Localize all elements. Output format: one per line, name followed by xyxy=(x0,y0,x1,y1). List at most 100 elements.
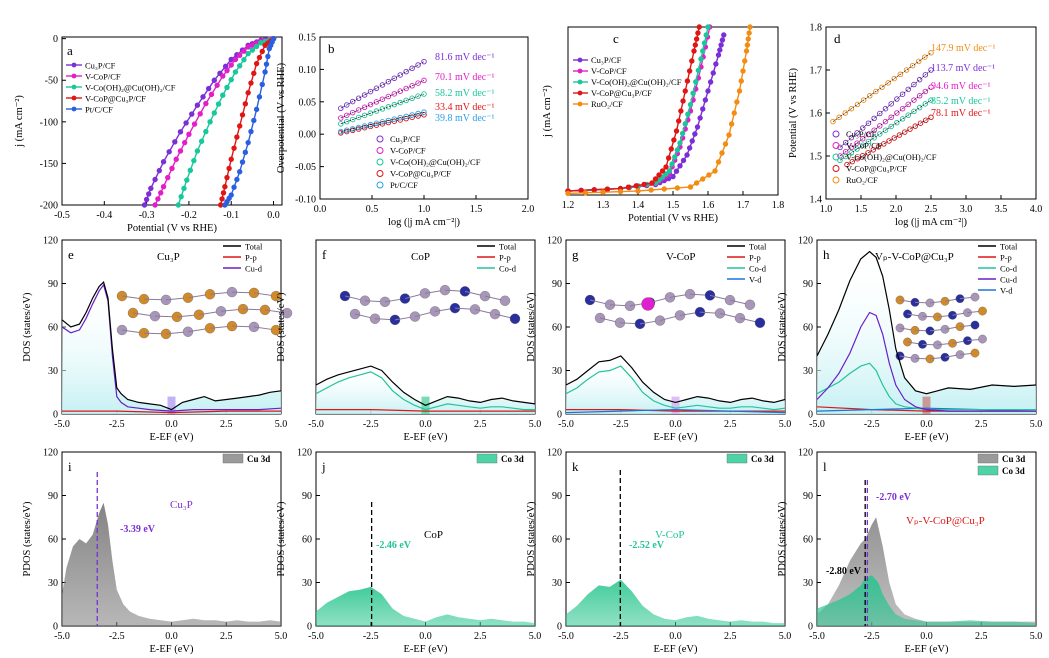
data-point xyxy=(726,132,732,138)
data-point xyxy=(220,190,227,196)
data-point xyxy=(917,120,924,126)
data-point xyxy=(916,76,923,83)
data-point xyxy=(205,85,212,92)
data-point xyxy=(865,138,872,145)
y-tick-label: 0 xyxy=(53,622,58,633)
data-point xyxy=(141,202,148,208)
data-point xyxy=(888,101,894,107)
panel-g: -5.0 -2.5 0.0 2.5 5.0 0 30 60 90 120 E-EF (eV) DOS … xyxy=(526,236,791,444)
data-point xyxy=(659,168,666,174)
data-point xyxy=(705,88,711,94)
data-point xyxy=(253,106,260,113)
legend-label: V-CoP@Cu₃P/CF xyxy=(846,164,907,174)
data-point xyxy=(684,78,691,84)
x-axis-label: E-EF (eV) xyxy=(403,432,448,443)
atom xyxy=(270,324,282,336)
tafel-slope-label: 58.2 mV dec⁻¹ xyxy=(435,88,494,99)
total-dos-area xyxy=(817,251,1036,414)
legend-marker xyxy=(577,90,583,96)
data-point xyxy=(355,107,362,113)
data-point xyxy=(694,124,701,130)
data-point xyxy=(928,84,934,90)
fermi-level-marker xyxy=(167,396,176,414)
legend-label: Pt/C/CF xyxy=(390,180,418,190)
y-tick-label: 30 xyxy=(552,578,562,589)
y-tick-label: 120 xyxy=(798,236,813,247)
legend-label: Cu₃P/CF xyxy=(591,55,622,65)
data-point xyxy=(239,159,246,165)
x-tick-label: 0.0 xyxy=(920,631,933,642)
legend-marker xyxy=(376,147,384,154)
data-point xyxy=(343,118,350,125)
dos-line xyxy=(61,283,282,412)
dos-line xyxy=(315,371,535,411)
data-point xyxy=(256,54,263,61)
data-point xyxy=(343,112,350,119)
data-point xyxy=(265,53,271,60)
data-point xyxy=(248,128,254,135)
data-point xyxy=(409,112,415,118)
legend-marker xyxy=(832,176,840,184)
atom xyxy=(270,290,282,302)
data-point xyxy=(692,131,698,137)
y-tick-label: 60 xyxy=(803,323,813,334)
data-point xyxy=(226,165,232,172)
data-point xyxy=(865,131,872,138)
y-tick-label: 30 xyxy=(302,578,312,589)
data-point xyxy=(848,144,855,151)
y-tick-label: 30 xyxy=(552,366,562,377)
x-tick-label: -2.5 xyxy=(109,419,125,430)
x-tick-label: 5.0 xyxy=(779,419,792,430)
legend-label: V-CoP@Cu₃P/CF xyxy=(591,88,652,98)
fit-line xyxy=(839,86,932,157)
total-dos-area xyxy=(566,356,785,414)
data-point xyxy=(242,101,249,107)
data-point xyxy=(669,161,675,167)
data-point xyxy=(148,185,154,192)
data-point xyxy=(251,70,257,77)
y-axis-label: Overpotential (V vs RHE) xyxy=(276,62,287,173)
x-tick-label: 0.0 xyxy=(920,419,933,430)
data-point xyxy=(403,68,409,75)
data-point xyxy=(197,111,203,117)
y-tick-label: -50 xyxy=(45,76,58,87)
data-point xyxy=(665,155,672,161)
data-point xyxy=(236,52,243,58)
data-point xyxy=(232,56,239,63)
data-point xyxy=(343,127,350,133)
material-label: Vₚ-V-CoP@Cu₃P xyxy=(906,515,985,527)
data-point xyxy=(721,32,727,38)
data-point xyxy=(228,76,234,83)
data-point xyxy=(349,116,356,123)
material-label: Vₚ-V-CoP@Cu₃P xyxy=(875,251,954,263)
x-tick-label: 5.0 xyxy=(1030,419,1043,430)
legend-label: V-d xyxy=(1000,286,1013,296)
data-point xyxy=(865,150,871,156)
legend-label: Co 3d xyxy=(501,454,524,464)
legend-marker xyxy=(832,165,840,172)
data-point xyxy=(860,142,866,148)
data-point xyxy=(680,98,686,104)
legend-label: RuO₂/CF xyxy=(591,99,623,109)
data-point xyxy=(719,37,726,43)
data-point xyxy=(928,67,934,73)
data-point xyxy=(391,101,398,108)
series-line xyxy=(567,26,711,192)
data-point xyxy=(181,139,188,146)
x-tick-label: 0.0 xyxy=(669,631,682,642)
data-point xyxy=(263,61,270,67)
x-tick-label: -5.0 xyxy=(809,419,825,430)
panel-label: i xyxy=(68,459,72,474)
data-point xyxy=(617,188,624,195)
data-point xyxy=(156,167,163,174)
data-point xyxy=(187,167,194,174)
dos-line xyxy=(565,408,786,414)
data-point xyxy=(220,73,226,79)
data-point xyxy=(897,71,904,78)
data-point xyxy=(373,122,380,128)
fit-line xyxy=(846,117,932,165)
data-point xyxy=(903,67,910,73)
data-point xyxy=(891,135,898,141)
data-point xyxy=(361,124,368,131)
